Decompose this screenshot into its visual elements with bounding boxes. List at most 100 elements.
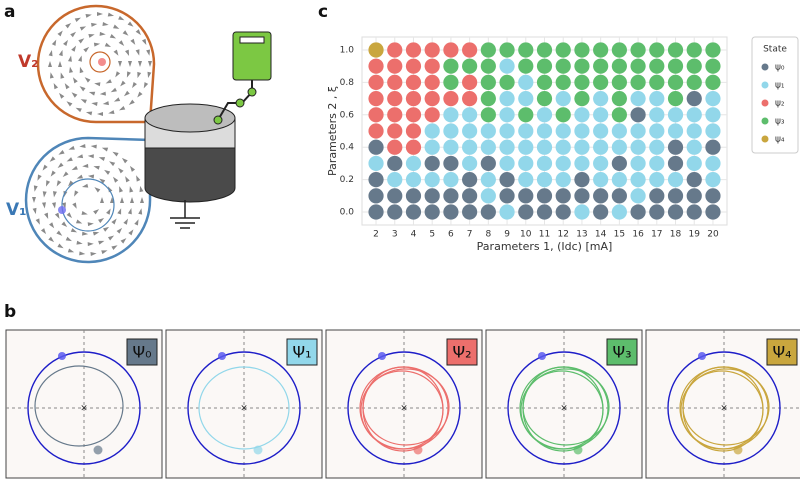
field-arrow [138,61,142,67]
field-arrow [66,157,73,162]
state-dot [705,155,721,172]
field-arrow [82,163,89,168]
state-dot [499,188,515,204]
state-dot [499,107,515,123]
state-dot [368,90,384,107]
state-dot [686,58,702,74]
field-arrow [109,34,117,39]
state-dot [499,42,515,58]
field-arrow [132,82,137,89]
state-dot [499,90,515,107]
state-dot [649,107,665,123]
state-dot [424,123,440,139]
field-arrow [76,240,83,245]
state-dot [462,74,478,90]
state-dot [424,204,440,220]
state-dot [387,58,403,74]
label: V₂ [18,52,39,72]
state-dot [555,188,571,204]
state-dot [518,188,534,204]
field-arrow [120,197,124,203]
field-arrow [106,208,111,215]
field-arrow [58,150,65,155]
state-dot [518,155,534,172]
state-dot [368,155,384,172]
state-dot [667,90,684,107]
field-arrow [79,66,84,74]
field-arrow [57,162,64,169]
state-dot [611,42,627,58]
x-tick-label: 19 [689,230,701,240]
state-dot [368,188,384,204]
field-arrow [125,176,130,183]
y-tick-label: 0.8 [340,78,355,88]
field-arrow [90,252,97,257]
orbit [61,178,115,232]
state-dot [499,172,515,188]
state-dot [405,123,422,139]
state-dot [536,188,553,204]
end-point [413,445,423,455]
state-dot [611,123,627,139]
state-dot [555,107,571,123]
source-display [239,36,265,44]
field-arrow [79,251,86,256]
field-arrow [71,92,78,98]
field-arrow [40,228,47,235]
field-arrow [102,22,109,26]
field-arrow [64,83,70,90]
field-arrow [126,71,131,78]
center-mark: × [240,404,248,414]
y-tick-label: 0.0 [340,208,355,218]
field-arrow [140,197,144,203]
field-arrow [32,207,37,215]
field-arrow [68,145,75,150]
field-arrow [35,218,40,225]
field-arrow [93,42,101,47]
field-arrow [70,31,77,38]
orange-loop [36,4,156,124]
legend-marker [761,117,769,125]
field-arrow [49,156,56,162]
state-chart: 0.0 0.2 0.4 0.6 0.8 1.0 2 3 4 5 6 7 8 9 10 11 12 13 14 15 16… [326,36,799,253]
field-arrow [118,40,125,47]
field-arrow [63,39,68,46]
field-arrow [48,236,55,243]
start-point [378,352,386,360]
field-arrow [129,186,134,193]
field-arrow [99,178,106,184]
legend-label: ψ₄ [775,135,785,145]
state-dot [518,42,534,58]
state-dot [462,42,478,58]
state-dot [649,139,665,155]
field-arrow [71,165,78,171]
field-arrow [48,49,53,57]
state-dot [630,188,646,204]
x-tick-label: 13 [576,230,587,240]
state-dot [555,58,571,74]
field-arrow [91,22,98,27]
state-dot [649,155,665,172]
field-arrow [87,154,94,159]
state-dot [574,188,590,204]
field-arrow [99,91,106,96]
field-arrow [74,17,82,23]
field-arrow [135,29,141,36]
trajectory [34,365,124,447]
field-arrow [67,55,72,62]
boundary [507,351,621,465]
x-tick-label: 14 [595,230,607,240]
state-dot [705,107,721,123]
trajectory [522,366,604,452]
field-arrow [62,202,66,209]
state-dot [686,155,702,172]
state-dot [424,42,440,58]
field-arrow [45,180,51,187]
field-arrow [110,87,117,93]
field-arrow [118,61,122,67]
state-dot [686,74,702,90]
state-dot [443,42,459,58]
state-dot [480,42,496,58]
field-arrow [127,208,132,215]
field-arrow [67,248,75,253]
